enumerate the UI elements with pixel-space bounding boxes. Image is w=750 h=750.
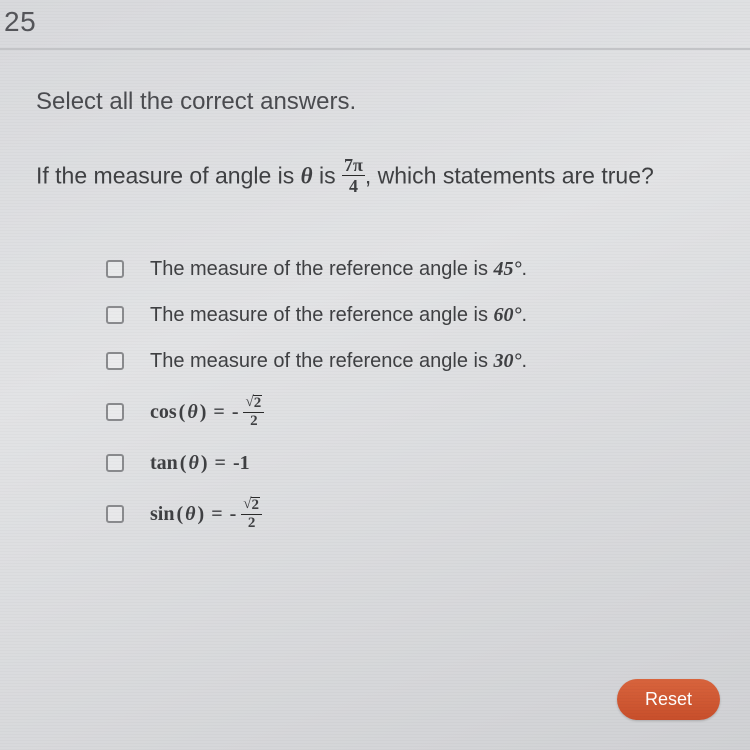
options-list: The measure of the reference angle is 45… [36, 257, 714, 531]
fraction-denominator: 4 [342, 176, 365, 195]
fraction-denominator: 2 [243, 413, 264, 429]
math-rhs: -1 [233, 451, 250, 475]
math-text: = [210, 451, 231, 475]
option-label: tan(θ) = -1 [150, 451, 250, 475]
option-row[interactable]: The measure of the reference angle is 60… [106, 303, 714, 327]
fraction-denominator: 2 [241, 515, 262, 531]
theta-symbol: θ [187, 400, 197, 424]
theta-symbol: θ [188, 451, 198, 475]
math-text: = [206, 502, 227, 526]
option-label: The measure of the reference angle is 30… [150, 349, 527, 373]
option-text: . [522, 258, 528, 280]
option-text: . [522, 304, 528, 326]
fraction: √2 2 [241, 497, 262, 531]
option-text: . [522, 350, 528, 372]
math-fn: cos [150, 400, 177, 424]
math-text: ) [200, 400, 207, 424]
sqrt: √2 [243, 497, 260, 513]
math-text: ) [201, 451, 208, 475]
checkbox-icon[interactable] [106, 260, 124, 278]
fraction: 7π4 [342, 156, 365, 195]
math-text: ( [180, 451, 187, 475]
option-label: The measure of the reference angle is 60… [150, 303, 527, 327]
option-row[interactable]: tan(θ) = -1 [106, 451, 714, 475]
question-body: Select all the correct answers. If the m… [0, 50, 750, 531]
sqrt: √2 [245, 395, 262, 411]
option-row[interactable]: The measure of the reference angle is 30… [106, 349, 714, 373]
footer: Reset [617, 679, 720, 720]
theta-symbol: θ [185, 502, 195, 526]
prompt-part: , which statements are true? [365, 163, 654, 189]
math-text: - [232, 400, 239, 424]
prompt-part: is [313, 163, 342, 189]
checkbox-icon[interactable] [106, 505, 124, 523]
math-text: - [230, 502, 237, 526]
checkbox-icon[interactable] [106, 403, 124, 421]
math-fn: tan [150, 451, 178, 475]
theta-symbol: θ [301, 164, 313, 189]
option-row[interactable]: sin(θ) = - √2 2 [106, 497, 714, 531]
checkbox-icon[interactable] [106, 306, 124, 324]
checkbox-icon[interactable] [106, 352, 124, 370]
question-number: 25 [0, 6, 750, 38]
option-text: The measure of the reference angle is [150, 350, 494, 372]
math-fn: sin [150, 502, 174, 526]
fraction: √2 2 [243, 395, 264, 429]
option-label: cos(θ) = - √2 2 [150, 395, 264, 429]
option-label: The measure of the reference angle is 45… [150, 257, 527, 281]
radicand: 2 [253, 395, 263, 411]
option-row[interactable]: cos(θ) = - √2 2 [106, 395, 714, 429]
fraction-numerator: 7π [342, 156, 365, 176]
math-text: ) [198, 502, 205, 526]
checkbox-icon[interactable] [106, 454, 124, 472]
question-header: 25 [0, 0, 750, 50]
prompt-part: If the measure of angle is [36, 163, 301, 189]
prompt-text: If the measure of angle is θ is 7π4, whi… [36, 158, 714, 197]
option-row[interactable]: The measure of the reference angle is 45… [106, 257, 714, 281]
option-text: The measure of the reference angle is [150, 258, 494, 280]
math-text: = [208, 400, 229, 424]
option-text: The measure of the reference angle is [150, 304, 494, 326]
option-value: 60° [494, 304, 522, 326]
radicand: 2 [251, 497, 261, 513]
option-label: sin(θ) = - √2 2 [150, 497, 262, 531]
reset-button[interactable]: Reset [617, 679, 720, 720]
option-value: 30° [494, 350, 522, 372]
instruction-text: Select all the correct answers. [36, 88, 714, 116]
option-value: 45° [494, 258, 522, 280]
math-text: ( [179, 400, 186, 424]
math-text: ( [176, 502, 183, 526]
